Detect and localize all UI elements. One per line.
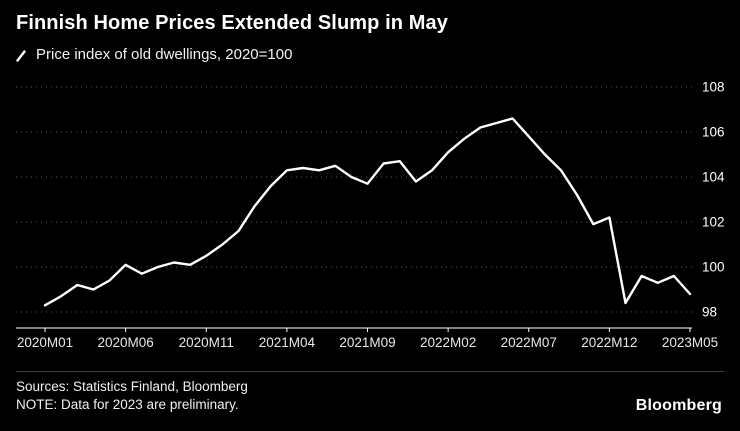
chart-legend: Price index of old dwellings, 2020=100 — [16, 46, 292, 63]
line-chart-svg: 98 100 102 104 106 108 2020M01 2020M06 2020M11 20… — [16, 80, 725, 350]
svg-text:2020M06: 2020M06 — [97, 335, 153, 350]
sources-text: Sources: Statistics Finland, Bloomberg — [16, 379, 248, 394]
svg-text:102: 102 — [702, 215, 725, 230]
svg-text:108: 108 — [702, 80, 725, 95]
svg-text:2022M12: 2022M12 — [581, 335, 637, 350]
svg-text:106: 106 — [702, 125, 725, 140]
footer-divider — [16, 371, 724, 372]
legend-label: Price index of old dwellings, 2020=100 — [36, 46, 293, 63]
svg-text:2020M11: 2020M11 — [179, 335, 234, 350]
legend-line-icon — [16, 49, 28, 62]
svg-text:2022M02: 2022M02 — [420, 335, 476, 350]
bloomberg-logo: Bloomberg — [635, 397, 722, 414]
svg-text:2021M04: 2021M04 — [259, 335, 316, 350]
svg-text:2020M01: 2020M01 — [17, 335, 73, 350]
svg-text:104: 104 — [702, 170, 725, 185]
svg-text:98: 98 — [702, 305, 717, 320]
line-chart: 98 100 102 104 106 108 2020M01 2020M06 2020M11 20… — [0, 75, 740, 365]
svg-text:100: 100 — [702, 260, 725, 275]
chart-title: Finnish Home Prices Extended Slump in Ma… — [16, 12, 448, 34]
svg-text:2021M09: 2021M09 — [339, 335, 395, 350]
note-text: NOTE: Data for 2023 are preliminary. — [16, 397, 239, 412]
svg-text:2023M05: 2023M05 — [662, 335, 718, 350]
svg-text:2022M07: 2022M07 — [501, 335, 557, 350]
